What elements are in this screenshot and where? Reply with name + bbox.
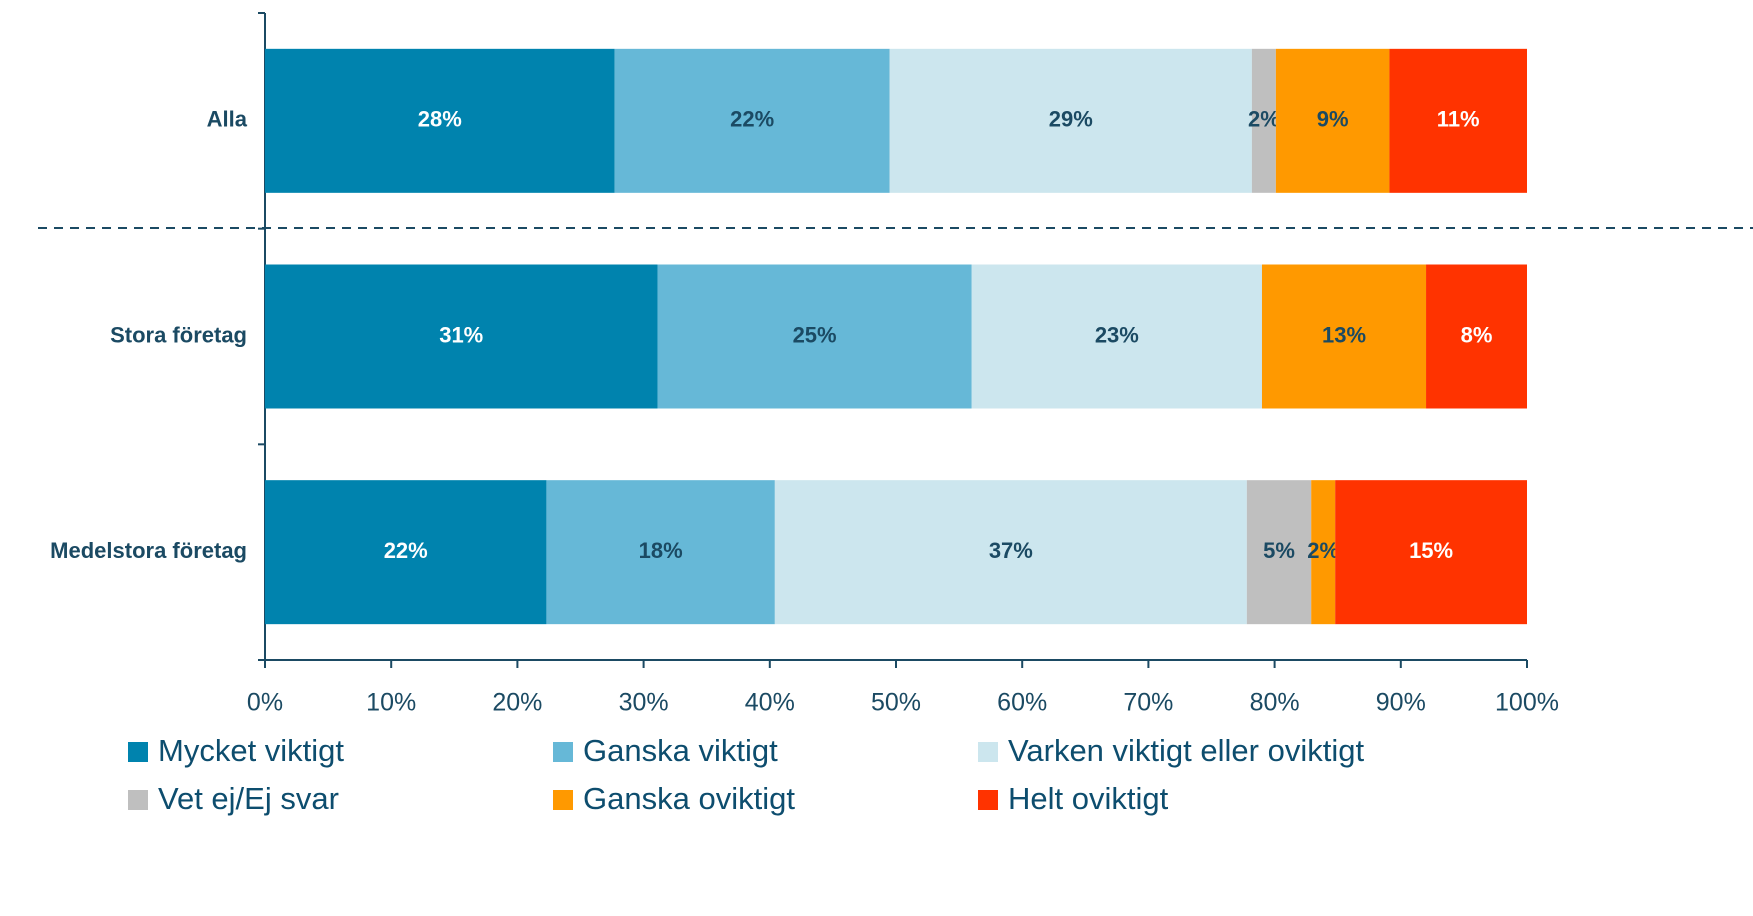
data-label: 37%	[989, 538, 1033, 563]
bar-segment	[265, 264, 658, 409]
bar-segment	[265, 48, 615, 193]
data-label: 15%	[1409, 538, 1453, 563]
bar-segment	[1275, 48, 1390, 193]
legend-swatch	[553, 742, 573, 762]
bar-segment	[614, 48, 890, 193]
data-label: 13%	[1322, 322, 1366, 347]
data-label: 18%	[639, 538, 683, 563]
data-label: 8%	[1461, 322, 1493, 347]
legend-swatch	[978, 742, 998, 762]
x-tick-label: 100%	[1495, 689, 1559, 717]
x-tick-label: 60%	[997, 689, 1047, 717]
x-tick-label: 90%	[1376, 689, 1426, 717]
legend-label: Helt oviktigt	[1008, 781, 1169, 816]
legend-label: Vet ej/Ej svar	[158, 781, 339, 816]
bar-segment	[1246, 480, 1312, 625]
legend-swatch	[128, 790, 148, 810]
data-label: 5%	[1263, 538, 1295, 563]
bar-segment	[657, 264, 972, 409]
x-tick-label: 0%	[247, 689, 283, 717]
bar-segment	[265, 480, 547, 625]
x-tick-label: 40%	[745, 689, 795, 717]
category-label: Stora företag	[110, 322, 247, 347]
bar-segment	[1389, 48, 1527, 193]
x-tick-label: 70%	[1123, 689, 1173, 717]
data-label: 2%	[1307, 538, 1339, 563]
data-label: 11%	[1437, 107, 1480, 132]
x-tick-label: 50%	[871, 689, 921, 717]
legend-swatch	[978, 790, 998, 810]
data-label: 25%	[793, 322, 837, 347]
x-tick-label: 30%	[619, 689, 669, 717]
bar-segment	[1426, 264, 1527, 409]
bar-segment	[774, 480, 1247, 625]
category-label: Medelstora företag	[50, 538, 247, 563]
category-label: Alla	[207, 107, 248, 132]
data-label: 29%	[1049, 107, 1093, 132]
legend-swatch	[553, 790, 573, 810]
data-label: 28%	[418, 107, 462, 132]
legend-label: Mycket viktigt	[158, 733, 344, 768]
bar-segment	[1335, 480, 1527, 625]
bar-segment	[1261, 264, 1427, 409]
legend-swatch	[128, 742, 148, 762]
data-label: 31%	[439, 322, 483, 347]
bar-segment	[1251, 48, 1276, 193]
data-label: 9%	[1317, 107, 1349, 132]
legend-label: Ganska viktigt	[583, 733, 778, 768]
bar-segment	[889, 48, 1252, 193]
bar-segment	[546, 480, 775, 625]
bar-segment	[971, 264, 1262, 409]
legend-label: Varken viktigt eller oviktigt	[1008, 733, 1364, 768]
legend-label: Ganska oviktigt	[583, 781, 795, 816]
data-label: 22%	[730, 107, 774, 132]
x-tick-label: 20%	[492, 689, 542, 717]
x-tick-label: 10%	[366, 689, 416, 717]
data-label: 2%	[1248, 107, 1280, 132]
data-label: 23%	[1095, 322, 1139, 347]
bar-segment	[1311, 480, 1336, 625]
x-tick-label: 80%	[1250, 689, 1300, 717]
data-label: 22%	[384, 538, 428, 563]
